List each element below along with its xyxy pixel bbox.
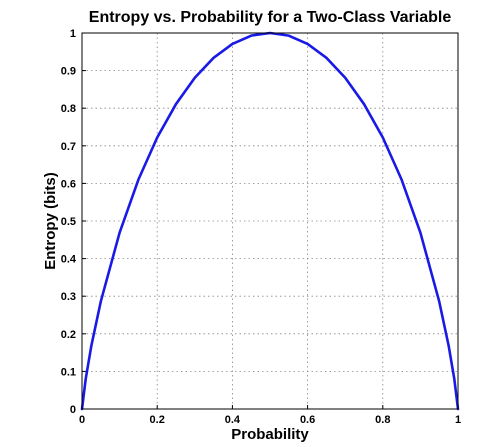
y-tick-label: 0.6 xyxy=(61,178,76,190)
x-tick-label: 0.8 xyxy=(375,414,390,426)
chart-title: Entropy vs. Probability for a Two-Class … xyxy=(89,9,452,26)
y-tick-label: 0.1 xyxy=(61,366,76,378)
axis-ticks: 0 0.2 0.4 0.6 0.8 1 0 0.1 0.2 0.3 0.4 0.5 0.6 0.7 0.8 0… xyxy=(61,28,461,426)
y-tick-label: 0.2 xyxy=(61,329,76,341)
x-tick-label: 0.6 xyxy=(300,414,315,426)
x-tick-label: 0.4 xyxy=(225,414,241,426)
y-tick-label: 0 xyxy=(70,404,76,416)
x-axis-label: Probability xyxy=(231,426,309,443)
x-tick-label: 0.2 xyxy=(150,414,165,426)
plot-frame xyxy=(81,32,459,410)
plot-area xyxy=(81,32,459,410)
x-tick-label: 0 xyxy=(79,414,85,426)
y-tick-label: 0.8 xyxy=(61,103,76,115)
x-tick-label: 1 xyxy=(455,414,461,426)
y-tick-label: 0.7 xyxy=(61,141,76,153)
y-tick-label: 0.5 xyxy=(61,216,76,228)
y-tick-label: 0.3 xyxy=(61,291,76,303)
y-tick-label: 0.4 xyxy=(61,254,77,266)
y-tick-label: 0.9 xyxy=(61,66,76,78)
y-axis-label: Entropy (bits) xyxy=(42,172,59,270)
y-tick-label: 1 xyxy=(70,28,76,40)
